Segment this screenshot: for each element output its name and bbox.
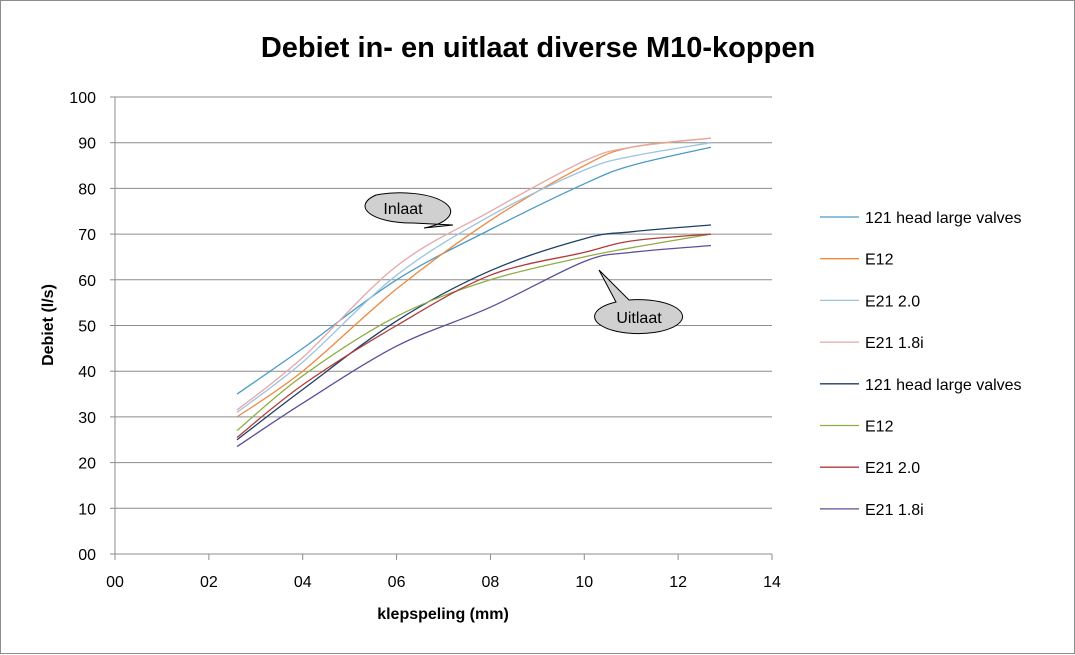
gridlines [115,96,772,509]
x-tick-label: 12 [669,574,687,591]
series-line-6 [236,233,712,432]
x-tick-label: 08 [482,574,500,591]
y-tick-label: 90 [78,136,96,153]
callout-uitlaat-text: Uitlaat [616,310,662,327]
legend: 121 head large valves E12 E21 2.0 E21 1.8i 1… [820,210,1022,519]
series-line-1 [236,146,712,395]
legend-label: E12 [865,252,894,269]
y-tick-label: 00 [78,547,96,564]
y-tick-label: 70 [78,227,96,244]
legend-label: E21 1.8i [865,502,924,519]
y-tick-label: 100 [69,90,96,107]
x-tick-label: 14 [763,574,781,591]
legend-label: 121 head large valves [865,377,1022,394]
y-tick-label: 50 [78,319,96,336]
callout-uitlaat: Uitlaat [594,269,684,335]
series-line-8 [236,244,712,448]
x-tick-label: 06 [388,574,406,591]
y-tick-label: 30 [78,410,96,427]
legend-label: E21 2.0 [865,293,920,310]
x-tick-labels: 00 02 04 06 08 10 12 14 [106,554,781,591]
series-line-7 [236,233,712,439]
x-tick-label: 10 [575,574,593,591]
callout-inlaat-bubble [364,192,454,229]
legend-label: E21 1.8i [865,335,924,352]
x-tick-label: 02 [200,574,218,591]
series-line-4 [236,137,712,411]
chart-title: Debiet in- en uitlaat diverse M10-koppen [261,32,815,64]
callout-uitlaat-bubble [594,269,684,335]
callout-inlaat: Inlaat [364,192,454,229]
series-line-3 [236,142,712,413]
series-line-5 [236,224,712,441]
y-axis-title: Debiet (l/s) [40,284,57,366]
legend-label: 121 head large valves [865,210,1022,227]
y-tick-label: 80 [78,181,96,198]
y-tick-label: 20 [78,456,96,473]
y-tick-label: 10 [78,501,96,518]
y-tick-label: 40 [78,364,96,381]
legend-label: E12 [865,419,894,436]
y-tick-label: 60 [78,273,96,290]
legend-label: E21 2.0 [865,460,920,477]
callout-inlaat-text: Inlaat [383,201,423,218]
x-tick-label: 04 [294,574,312,591]
y-tick-labels: 00 10 20 30 40 50 60 70 80 90 100 [69,90,115,564]
series-lines [236,137,712,448]
x-tick-label: 00 [106,574,124,591]
x-axis-title: klepspeling (mm) [377,606,509,623]
